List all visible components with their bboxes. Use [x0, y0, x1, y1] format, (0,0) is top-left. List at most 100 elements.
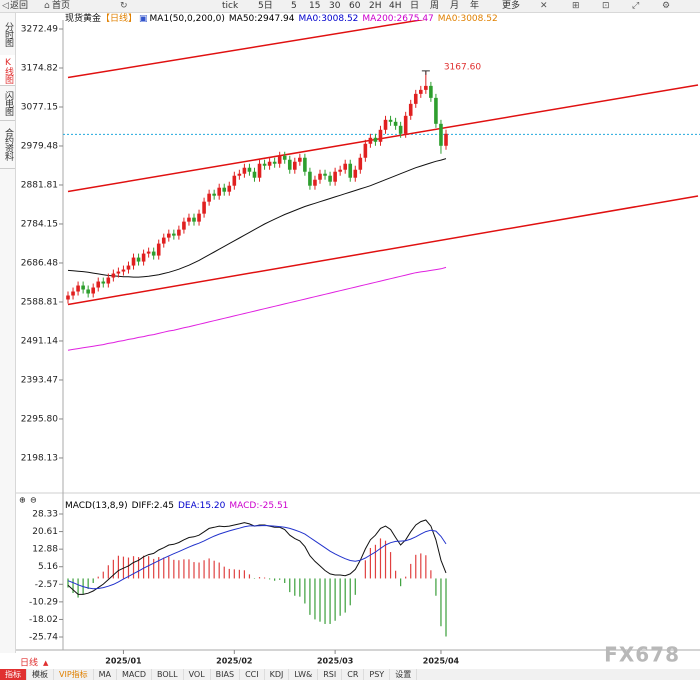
high-label: 3167.60 — [444, 62, 481, 72]
candle-body — [156, 243, 161, 256]
x-tick-label: 2025/04 — [423, 657, 460, 666]
indicator-tab[interactable]: MA — [94, 669, 118, 680]
toolbar-button[interactable]: 15 — [309, 1, 321, 11]
candle-body — [81, 285, 85, 290]
indicator-tab[interactable]: MACD — [117, 669, 153, 680]
toolbar-button[interactable]: 首页 — [52, 1, 71, 11]
main-legend: 现货黄金【日线】 ▣ MA1(50,0,200,0) MA50:2947.94 MA0:… — [65, 14, 502, 25]
toolbar-icon[interactable]: ⚙ — [662, 1, 671, 11]
indicator-tab[interactable]: BIAS — [211, 669, 241, 680]
sidebar-tab[interactable]: 闪电图 — [0, 85, 15, 121]
toolbar-button[interactable]: 4H — [389, 1, 402, 11]
indicator-tab[interactable]: 模板 — [27, 669, 54, 680]
legend-entry: MA0:3008.52 — [437, 14, 498, 24]
candle-body — [222, 187, 227, 192]
candle-body — [267, 161, 272, 166]
sidebar-tab[interactable]: 合约资料 — [0, 120, 15, 169]
legend-entry: MA200:2675.47 — [362, 14, 434, 24]
toolbar-icon[interactable]: ⤢ — [632, 1, 640, 11]
candle-body — [424, 85, 428, 90]
candle-body — [212, 193, 216, 196]
period-arrow[interactable]: ▲ — [43, 659, 49, 667]
candle-body — [408, 103, 413, 116]
indicator-tab[interactable]: KDJ — [265, 669, 290, 680]
candle-body — [192, 217, 196, 222]
candle-body — [237, 173, 242, 176]
toolbar-button[interactable]: 日 — [410, 1, 420, 11]
toolbar-button[interactable]: 月 — [450, 1, 460, 11]
indicator-tab[interactable]: 设置 — [390, 669, 418, 680]
candle-body — [177, 229, 181, 236]
candle-body — [434, 97, 438, 124]
candle-body — [197, 213, 201, 222]
toolbar-button[interactable]: 30 — [329, 1, 341, 11]
toolbar-icon[interactable]: ⊡ — [602, 1, 610, 11]
candle-body — [161, 237, 166, 244]
toolbar-icon[interactable]: ↻ — [120, 1, 128, 11]
moving-average-line — [67, 158, 447, 278]
y-tick-label: 12.88 — [32, 545, 58, 555]
indicator-tab[interactable]: RSI — [318, 669, 343, 680]
sidebar-tab[interactable]: 分时图 — [0, 13, 15, 56]
indicator-tab[interactable]: CR — [342, 669, 365, 680]
toolbar-button[interactable]: 60 — [349, 1, 361, 11]
candle-body — [252, 171, 257, 178]
toolbar-button[interactable]: 返回 — [10, 1, 29, 11]
y-tick-label: 20.61 — [32, 527, 58, 537]
candle-body — [86, 289, 90, 294]
toolbar-icon[interactable]: ✕ — [540, 1, 548, 11]
candle-body — [111, 273, 116, 278]
candle-body — [151, 251, 156, 256]
candle-body — [187, 217, 191, 222]
macd-line — [67, 524, 447, 590]
trendline — [67, 20, 425, 79]
candle-body — [272, 161, 277, 164]
candle-body — [388, 119, 393, 122]
candle-body — [116, 271, 121, 274]
indicator-tab[interactable]: VIP指标 — [54, 669, 94, 680]
indicator-tab[interactable]: VOL — [184, 669, 211, 680]
legend-icon: ▣ — [139, 14, 148, 24]
candle-body — [318, 173, 322, 180]
candle-body — [303, 157, 307, 172]
y-tick-label: 5.16 — [38, 562, 58, 572]
period-selector[interactable]: 日线 — [20, 657, 38, 669]
toolbar-button[interactable]: 周 — [430, 1, 440, 11]
candle-body — [293, 161, 297, 170]
candle-body — [277, 155, 282, 164]
candle-body — [262, 163, 267, 166]
candle-body — [136, 257, 141, 262]
toolbar-button[interactable]: 年 — [470, 1, 480, 11]
toolbar-icon[interactable]: ⊞ — [572, 1, 580, 11]
indicator-tab[interactable]: 指标 — [0, 669, 27, 680]
toolbar-icon[interactable]: ⌂ — [44, 1, 50, 11]
y-tick-label: 2979.48 — [21, 141, 58, 151]
toolbar-button[interactable]: tick — [222, 1, 239, 11]
toolbar-button[interactable]: 5日 — [258, 1, 273, 11]
zoom-out-icon[interactable]: ⊖ — [30, 496, 37, 505]
y-tick-label: 28.33 — [32, 510, 58, 520]
trendline — [67, 195, 699, 306]
indicator-tab[interactable]: PSY — [364, 669, 391, 680]
candle-body — [217, 187, 221, 196]
toolbar-button[interactable]: 更多 — [502, 1, 521, 11]
sidebar-tab[interactable]: K线图 — [0, 55, 15, 86]
watermark: FX678 — [604, 643, 680, 667]
candle-body — [393, 121, 398, 126]
toolbar-button[interactable]: 5 — [291, 1, 297, 11]
candle-body — [358, 157, 363, 170]
candle-body — [282, 155, 287, 160]
period-title: 【日线】 — [101, 14, 138, 24]
candle-body — [368, 137, 373, 144]
candle-body — [398, 125, 403, 134]
indicator-tab[interactable]: CCI — [240, 669, 265, 680]
candle-body — [207, 193, 211, 202]
candle-body — [91, 287, 95, 294]
zoom-in-icon[interactable]: ⊕ — [19, 496, 26, 505]
candle-body — [363, 143, 368, 158]
toolbar-icon[interactable]: ◁ — [2, 1, 9, 11]
toolbar-button[interactable]: 2H — [369, 1, 382, 11]
indicator-tab[interactable]: LW& — [289, 669, 319, 680]
indicator-tab[interactable]: BOLL — [152, 669, 184, 680]
